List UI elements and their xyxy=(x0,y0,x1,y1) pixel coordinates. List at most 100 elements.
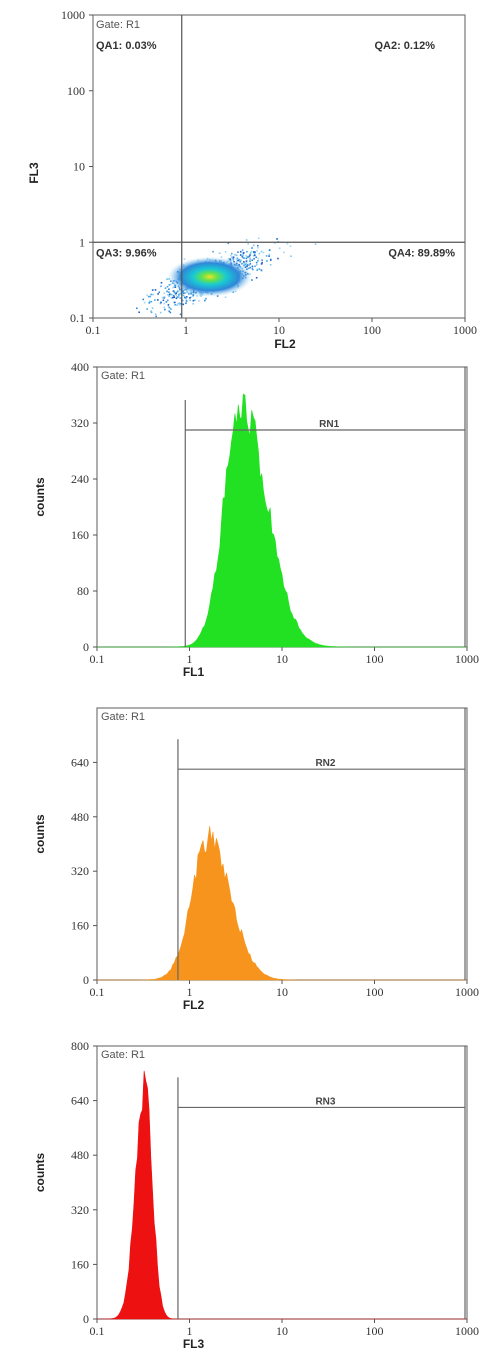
scatter-point xyxy=(251,279,253,281)
plot-frame xyxy=(96,707,468,981)
scatter-point xyxy=(168,291,170,293)
x-tick-label: 1 xyxy=(187,652,193,666)
scatter-point xyxy=(192,302,195,305)
y-tick-labels: 0.1 1 10 100 1000 xyxy=(61,8,93,325)
scatter-point xyxy=(146,308,148,310)
scatter-point xyxy=(170,308,172,310)
scatter-point xyxy=(290,255,292,258)
x-axis-label: FL3 xyxy=(183,1337,205,1351)
x-tick-label: 0.1 xyxy=(90,1324,105,1338)
scatter-point xyxy=(157,293,159,295)
scatter-point xyxy=(168,310,171,313)
y-tick-label: 10 xyxy=(73,160,85,174)
scatter-point xyxy=(180,291,182,294)
scatter-point xyxy=(283,251,285,254)
y-tick-label: 0 xyxy=(83,640,89,654)
scatter-point xyxy=(158,291,161,294)
scatter-point xyxy=(212,250,214,253)
scatter-point xyxy=(185,299,188,302)
scatter-point xyxy=(150,310,152,312)
y-tick-label: 240 xyxy=(71,472,89,486)
quadrant-label-qa3: QA3: 9.96% xyxy=(96,247,157,259)
scatter-point xyxy=(253,258,255,260)
scatter-point xyxy=(277,257,279,260)
scatter-point xyxy=(151,289,154,291)
scatter-point xyxy=(232,258,235,260)
histogram-panel-fl1: 0 80 160 240 320 400 0.1 1 10 100 1000 RN1 Gate: … xyxy=(33,360,479,679)
y-tick-label: 1000 xyxy=(61,8,85,22)
x-tick-label: 100 xyxy=(366,985,384,999)
scatter-point xyxy=(268,249,271,252)
scatter-point xyxy=(166,278,168,281)
scatter-point xyxy=(245,262,248,265)
scatter-point xyxy=(253,253,256,255)
scatter-point xyxy=(227,242,230,244)
scatter-point xyxy=(177,290,180,292)
scatter-point xyxy=(249,263,252,265)
scatter-point xyxy=(172,286,174,289)
scatter-point xyxy=(258,268,261,270)
scatter-point xyxy=(176,291,179,293)
scatter-point xyxy=(276,238,278,240)
scatter-point xyxy=(173,296,175,299)
scatter-point xyxy=(261,259,263,262)
scatter-point xyxy=(256,250,258,252)
scatter-point xyxy=(265,255,268,257)
x-tick-label: 100 xyxy=(366,652,384,666)
y-tick-label: 480 xyxy=(71,1148,89,1162)
scatter-point xyxy=(154,289,157,291)
scatter-point xyxy=(253,251,255,254)
scatter-point xyxy=(258,252,261,255)
scatter-point xyxy=(257,237,260,239)
scatter-point xyxy=(192,299,195,302)
scatter-point xyxy=(260,269,263,272)
scatter-point xyxy=(163,306,166,309)
scatter-point xyxy=(289,245,292,248)
scatter-point xyxy=(229,258,231,260)
scatter-point xyxy=(227,258,230,260)
scatter-point xyxy=(155,315,157,318)
scatter-point xyxy=(173,294,175,297)
scatter-point xyxy=(237,251,239,253)
scatter-point xyxy=(154,313,157,316)
scatter-point xyxy=(166,277,169,280)
scatter-point xyxy=(176,304,178,306)
scatter-point xyxy=(240,262,243,265)
x-tick-label: 1 xyxy=(187,985,193,999)
scatter-point xyxy=(174,303,177,306)
scatter-point xyxy=(314,243,317,246)
scatter-point xyxy=(147,295,150,298)
scatter-point xyxy=(167,305,170,308)
scatter-point xyxy=(163,302,166,305)
scatter-point xyxy=(251,259,254,262)
x-axis-label: FL2 xyxy=(183,998,205,1012)
scatter-point xyxy=(251,247,253,249)
x-tick-label: 1000 xyxy=(455,985,479,999)
scatter-point xyxy=(166,299,169,302)
x-tick-label: 0.1 xyxy=(86,323,101,337)
y-axis-label: counts xyxy=(33,1153,47,1193)
scatter-point xyxy=(178,294,180,296)
scatter-point xyxy=(185,297,187,300)
scatter-point xyxy=(143,301,146,304)
scatter-point xyxy=(240,259,242,262)
x-tick-label: 1000 xyxy=(455,1324,479,1338)
scatter-point xyxy=(260,250,263,253)
scatter-point xyxy=(251,267,254,270)
scatter-point xyxy=(175,294,178,297)
scatter-point xyxy=(161,296,164,299)
scatter-point xyxy=(185,302,187,305)
scatter-point xyxy=(241,249,244,251)
scatter-point xyxy=(242,254,244,256)
scatter-point xyxy=(246,264,249,266)
y-tick-label: 480 xyxy=(71,810,89,824)
scatter-point xyxy=(248,262,251,265)
scatter-point xyxy=(182,294,185,297)
scatter-point xyxy=(241,255,244,258)
scatter-point xyxy=(170,283,172,286)
scatter-point xyxy=(189,299,191,301)
scatter-point xyxy=(274,242,276,245)
scatter-point xyxy=(252,268,254,271)
scatter-point xyxy=(170,297,173,299)
scatter-point xyxy=(198,300,200,302)
